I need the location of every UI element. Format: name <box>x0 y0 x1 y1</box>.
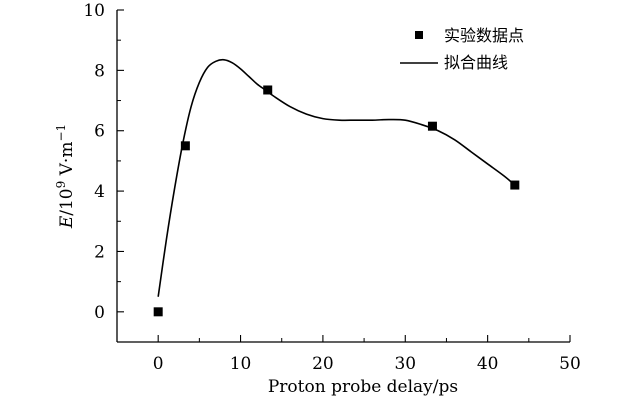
x-tick-label: 40 <box>477 354 499 374</box>
legend: 实验数据点 拟合曲线 <box>400 26 524 72</box>
y-tick-label: 8 <box>94 61 105 81</box>
y-tick-label: 0 <box>94 303 105 323</box>
x-axis-label: Proton probe delay/ps <box>268 377 458 397</box>
data-point <box>263 85 273 95</box>
x-tick-label: 0 <box>153 354 164 374</box>
data-point <box>510 180 520 190</box>
axes <box>116 10 570 343</box>
data-points <box>153 85 520 317</box>
x-tick-label: 30 <box>394 354 416 374</box>
y-tick-label: 10 <box>83 1 105 21</box>
x-tick-label: 20 <box>312 354 334 374</box>
y-axis-label-exp: 9 <box>54 181 68 189</box>
y-axis-label: E/109 V·m−1 <box>54 124 77 229</box>
y-tick-label: 2 <box>94 242 105 262</box>
y-axis-label-var: E <box>57 215 77 229</box>
legend-label-line: 拟合曲线 <box>444 53 508 72</box>
y-axis-label-tail: V·m <box>57 142 77 181</box>
legend-label-points: 实验数据点 <box>444 26 524 45</box>
y-axis-label-tail-exp: −1 <box>54 124 68 142</box>
x-tick-label: 50 <box>559 354 581 374</box>
data-point <box>153 307 163 317</box>
y-axis-label-unit: /10 <box>57 188 77 215</box>
ticks: 0 10 20 30 40 50 0 2 4 6 8 10 <box>83 1 580 374</box>
y-tick-label: 4 <box>94 182 105 202</box>
y-tick-label: 6 <box>94 122 105 142</box>
fit-curve-line <box>157 58 516 297</box>
data-point <box>427 121 437 131</box>
legend-marker-square <box>415 31 423 39</box>
x-tick-label: 10 <box>230 354 252 374</box>
fit-line-group <box>157 58 516 297</box>
data-point <box>180 141 190 151</box>
